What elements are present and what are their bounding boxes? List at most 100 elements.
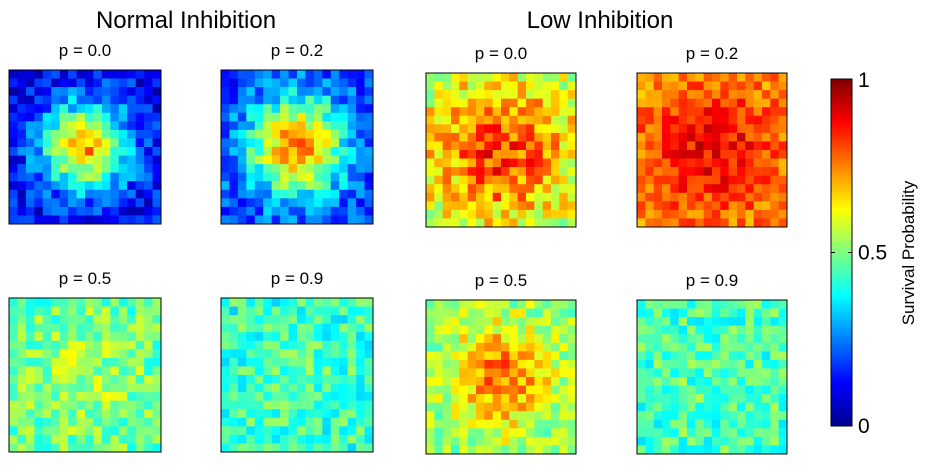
heatmap-cell	[728, 445, 738, 455]
heatmap-cell	[118, 78, 128, 88]
heatmap-cell	[534, 73, 543, 82]
heatmap-cell	[34, 315, 44, 324]
heatmap-cell	[229, 70, 239, 79]
heatmap-cell	[728, 359, 738, 369]
heatmap-cell	[778, 124, 788, 134]
heatmap-cell	[93, 392, 103, 401]
heatmap-cell	[467, 428, 477, 438]
heatmap-cell	[34, 366, 44, 376]
heatmap-cell	[271, 155, 281, 165]
heatmap-cell	[229, 443, 239, 453]
heatmap-cell	[263, 198, 272, 208]
heatmap-cell	[451, 73, 460, 82]
heatmap-cell	[720, 300, 729, 309]
heatmap-cell	[144, 87, 153, 96]
heatmap-cell	[678, 445, 688, 455]
heatmap-cell	[246, 70, 256, 79]
heatmap-cell	[637, 201, 646, 211]
heatmap-cell	[17, 121, 27, 131]
heatmap-cell	[703, 359, 713, 369]
heatmap-cell	[305, 95, 315, 105]
heatmap-cell	[339, 340, 348, 350]
heatmap-cell	[542, 73, 552, 82]
heatmap-cell	[93, 366, 103, 376]
heatmap-cell	[653, 73, 663, 82]
heatmap-cell	[484, 368, 493, 378]
heatmap-cell	[509, 411, 518, 421]
heatmap-cell	[737, 81, 746, 91]
heatmap-cell	[653, 394, 663, 403]
heatmap-cell	[703, 445, 713, 455]
heatmap-cell	[254, 306, 264, 316]
heatmap-cell	[322, 298, 332, 307]
heatmap-cell	[297, 375, 306, 384]
heatmap-cell	[476, 351, 485, 361]
heatmap-cell	[25, 426, 35, 436]
heatmap-cell	[509, 124, 518, 134]
heatmap-cell	[695, 300, 704, 309]
heatmap-cell	[347, 164, 357, 173]
heatmap-cell	[492, 218, 502, 228]
heatmap-cell	[101, 138, 111, 148]
heatmap-cell	[42, 323, 52, 333]
heatmap-cell	[534, 385, 543, 395]
heatmap-cell	[347, 112, 357, 122]
heatmap-cell	[753, 394, 763, 403]
heatmap-cell	[753, 359, 763, 369]
heatmap-cell	[356, 104, 365, 114]
heatmap-cell	[476, 150, 485, 159]
heatmap-cell	[330, 357, 340, 367]
heatmap-cell	[25, 78, 35, 88]
heatmap-cell	[51, 147, 60, 156]
heatmap-cell	[559, 158, 568, 168]
heatmap-cell	[542, 334, 552, 344]
heatmap-cell	[426, 359, 435, 369]
heatmap-cell	[678, 98, 688, 108]
heatmap-cell	[339, 298, 348, 307]
heatmap-cell	[703, 394, 713, 403]
heatmap-cell	[339, 400, 348, 410]
heatmap-cell	[42, 306, 52, 316]
heatmap-cell	[144, 392, 153, 401]
colorbar-label: Survival Probability	[899, 180, 918, 325]
heatmap-cell	[51, 349, 60, 359]
heatmap-cell	[637, 132, 646, 142]
heatmap-cell	[645, 428, 654, 438]
heatmap-cell	[467, 334, 477, 344]
heatmap-cell	[330, 366, 340, 376]
heatmap-cell	[476, 201, 485, 211]
heatmap-cell	[305, 172, 315, 182]
heatmap-cell	[728, 132, 738, 142]
heatmap-cell	[135, 383, 145, 393]
heatmap-cell	[426, 428, 435, 438]
heatmap-cell	[305, 375, 315, 384]
heatmap-cell	[442, 411, 452, 421]
heatmap-cell	[637, 342, 646, 352]
heatmap-cell	[637, 402, 646, 412]
heatmap-cell	[221, 164, 230, 173]
heatmap-cell	[263, 340, 272, 350]
heatmap-cell	[59, 375, 69, 384]
heatmap-cell	[434, 428, 443, 438]
heatmap-cell	[280, 443, 289, 453]
heatmap-cell	[85, 121, 94, 131]
heatmap-cell	[9, 375, 18, 384]
heatmap-cell	[434, 115, 443, 125]
heatmap-cell	[484, 342, 493, 352]
heatmap-cell	[237, 392, 247, 401]
heatmap-cell	[695, 325, 704, 335]
heatmap-cell	[678, 325, 688, 335]
heatmap-cell	[551, 445, 560, 455]
heatmap-cell	[534, 377, 543, 386]
heatmap-cell	[653, 436, 663, 446]
heatmap-cell	[101, 147, 111, 156]
heatmap-cell	[135, 78, 145, 88]
heatmap-cell	[509, 209, 518, 219]
heatmap-cell	[459, 192, 468, 202]
heatmap-cell	[347, 172, 357, 182]
heatmap-cell	[221, 206, 230, 216]
heatmap-cell	[459, 394, 468, 403]
heatmap-cell	[76, 70, 86, 79]
heatmap-cell	[229, 417, 239, 427]
heatmap-cell	[653, 334, 663, 344]
